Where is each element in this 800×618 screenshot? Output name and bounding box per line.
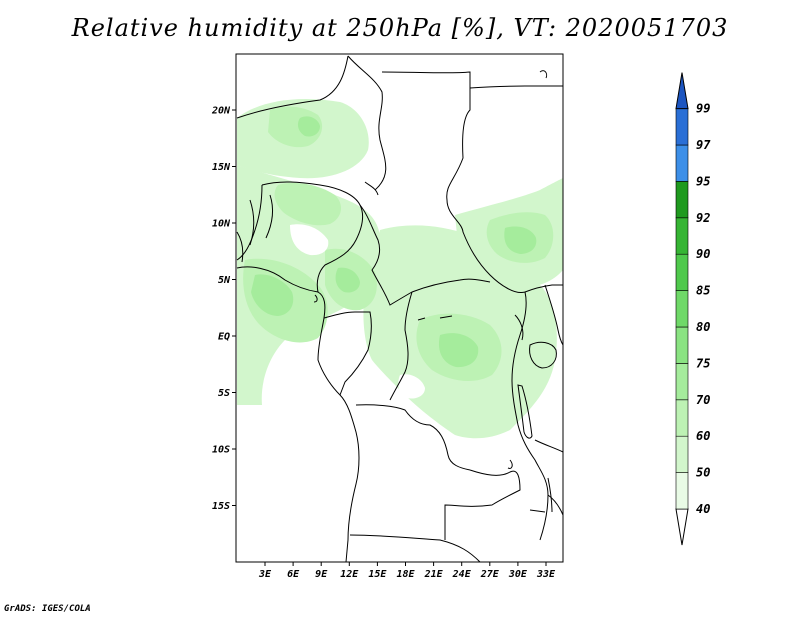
- lat-tick-label: 5S: [218, 388, 230, 399]
- border-angola-namibia: [349, 534, 481, 563]
- lon-tick-label: 24E: [452, 569, 472, 580]
- colorbar-label: 75: [696, 356, 710, 370]
- colorbar-segment: [675, 399, 689, 437]
- lat-tick-label: 15S: [212, 501, 230, 512]
- lat-tick-label: EQ: [218, 332, 230, 343]
- island-fragment-3: [514, 314, 524, 341]
- lon-tick-label: 21E: [424, 569, 444, 580]
- coastline-west-africa: [236, 266, 360, 563]
- border-libya-chad: [347, 55, 387, 191]
- lat-tick-label: 20N: [211, 106, 231, 117]
- colorbar-segment: [675, 217, 689, 255]
- longitude-axis: 3E 6E 9E 12E 15E 18E 21E 24E 27E 30E 33E: [258, 562, 556, 580]
- humidity-gap-3: [281, 359, 306, 384]
- lon-tick-label: 12E: [340, 569, 359, 580]
- humidity-peak-3: [504, 226, 537, 254]
- country-borders: [236, 55, 564, 563]
- lat-tick-label: 10S: [212, 445, 230, 456]
- lon-tick-label: 33E: [536, 569, 556, 580]
- lon-tick-label: 27E: [480, 569, 500, 580]
- colorbar-label: 40: [696, 502, 710, 516]
- lon-tick-label: 3E: [258, 569, 272, 580]
- lat-tick-label: 5N: [218, 275, 231, 286]
- border-drc-angola: [355, 404, 471, 471]
- colorbar-label: 99: [696, 102, 710, 116]
- border-mozambique: [547, 494, 564, 516]
- colorbar-segment: [675, 435, 689, 473]
- humidity-gap-1: [290, 224, 329, 256]
- colorbar-segment: [675, 144, 689, 182]
- lon-tick-label: 15E: [368, 569, 387, 580]
- colorbar-segment: [675, 108, 689, 146]
- colorbar-label: 60: [696, 429, 710, 443]
- border-west-minor-3: [236, 231, 244, 263]
- border-egypt-sudan: [381, 71, 563, 294]
- colorbar-label: 90: [696, 247, 710, 261]
- humidity-peak-2: [438, 333, 479, 368]
- map-frame: [235, 53, 564, 563]
- border-chad-car: [359, 204, 491, 306]
- colorbar-label: 92: [696, 211, 710, 225]
- colorbar-label: 97: [696, 138, 711, 152]
- island-fragment-1: [417, 317, 426, 321]
- border-tanzania: [534, 439, 564, 453]
- humidity-field: [237, 98, 563, 439]
- border-nigeria-cameroon: [261, 181, 364, 293]
- border-east-africa: [544, 284, 564, 346]
- colorbar-label: 80: [696, 320, 710, 334]
- lat-tick-label: 10N: [212, 219, 231, 230]
- colorbar-max-triangle: [675, 72, 689, 110]
- island-fragment-4: [529, 509, 546, 513]
- humidity-peak-5: [335, 267, 360, 293]
- island-fragment-2: [439, 315, 453, 319]
- nile-east-coast: [469, 85, 563, 89]
- colorbar-segment: [675, 181, 689, 219]
- island-fragment-5: [539, 70, 548, 79]
- colorbar-segment: [675, 326, 689, 364]
- border-zambia: [444, 469, 521, 540]
- border-west-coast-north: [236, 184, 263, 261]
- colorbar-segment: [675, 290, 689, 328]
- border-west-minor-1: [249, 199, 255, 246]
- lon-tick-label: 6E: [287, 569, 300, 580]
- border-car-drc: [389, 291, 413, 401]
- humidity-core-6: [274, 182, 342, 226]
- lake-chad: [364, 181, 379, 196]
- lake-fragment-1: [507, 459, 513, 469]
- grads-credit: GrADS: IGES/COLA: [4, 604, 91, 614]
- colorbar-segment: [675, 472, 689, 510]
- lon-tick-label: 30E: [508, 569, 528, 580]
- colorbar-min-triangle: [675, 508, 689, 546]
- colorbar-segment: [675, 363, 689, 401]
- humidity-peak-1: [251, 274, 294, 316]
- humidity-gap-2: [398, 374, 425, 399]
- lake-fragment-2: [313, 294, 318, 303]
- colorbar-segment: [675, 253, 689, 291]
- colorbar-label: 70: [696, 393, 710, 407]
- colorbar-label: 50: [696, 466, 710, 480]
- latitude-axis: 20N 15N 10N 5N EQ 5S 10S 15S: [211, 106, 236, 512]
- lake-tanganyika: [517, 384, 533, 439]
- map-title: Relative humidity at 250hPa [%], VT: 202…: [71, 14, 729, 42]
- lake-malawi: [547, 477, 553, 513]
- border-gabon-congo: [323, 311, 372, 396]
- lon-tick-label: 18E: [396, 569, 415, 580]
- colorbar-label: 95: [696, 174, 710, 188]
- lat-tick-label: 15N: [212, 162, 231, 173]
- colorbar-label: 85: [696, 284, 710, 298]
- border-sahel: [236, 55, 349, 119]
- colorbar: 40 50 60 70 75 80 85 90 92 95 97 99: [675, 72, 711, 546]
- lon-tick-label: 9E: [315, 569, 328, 580]
- humidity-peak-4: [297, 116, 320, 137]
- border-west-minor-2: [265, 194, 274, 239]
- lake-victoria: [529, 341, 557, 369]
